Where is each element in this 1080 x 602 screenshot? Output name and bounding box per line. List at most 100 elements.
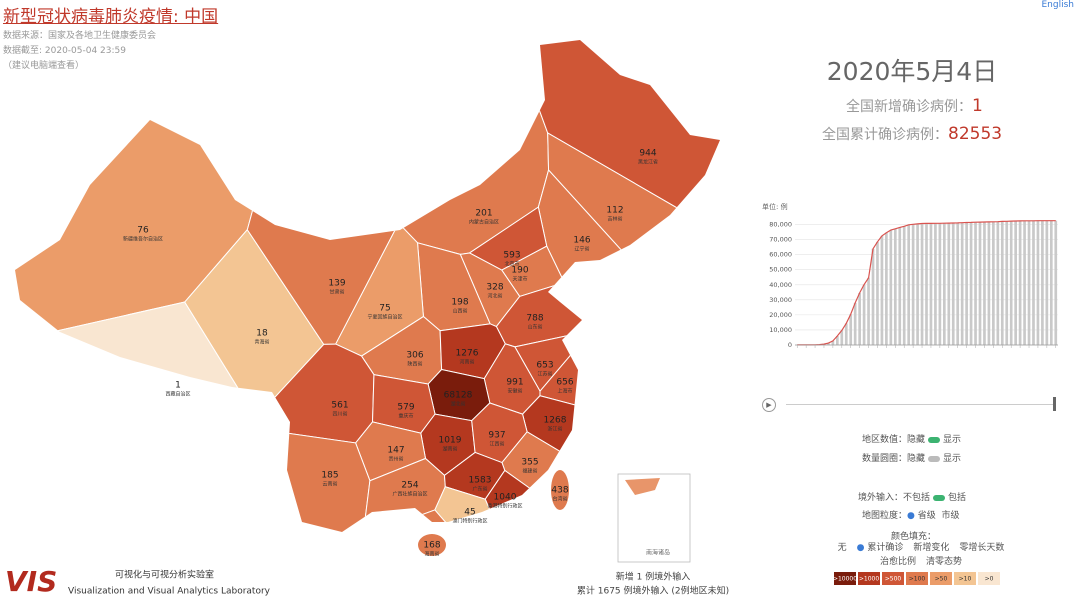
province-value: 76 <box>137 226 149 236</box>
bar <box>956 222 960 345</box>
bar <box>1054 220 1058 345</box>
toggle[interactable] <box>933 494 946 501</box>
province-value: 328 <box>486 283 503 293</box>
legend-label: >10 <box>959 576 972 583</box>
fill-option[interactable]: ● 累计确诊 <box>856 543 904 553</box>
province-name: 海南省 <box>424 551 439 558</box>
bar <box>889 230 893 345</box>
bar <box>947 223 951 345</box>
control-fill-label: 颜色填充： <box>891 532 937 542</box>
province <box>301 40 550 255</box>
province-value: 579 <box>397 403 414 413</box>
bar <box>1027 220 1031 345</box>
bar <box>996 221 1000 345</box>
lab-logo: VIS 可视化与可视分析实验室 Visualization and Visual… <box>5 565 271 598</box>
bar <box>1000 221 1004 345</box>
legend-label: >0 <box>985 576 994 583</box>
bar <box>849 314 853 345</box>
control-label: 地区数值： <box>862 435 908 445</box>
bar <box>871 248 875 345</box>
province <box>484 469 547 556</box>
province-name: 青海省 <box>254 339 269 346</box>
province-value: 139 <box>328 279 345 289</box>
bar <box>858 292 861 345</box>
option[interactable]: 隐藏 <box>907 435 926 445</box>
page-title: 新型冠状病毒肺炎疫情: 中国 <box>3 7 219 27</box>
province-value: 593 <box>503 251 520 261</box>
province-value: 561 <box>331 401 348 411</box>
province-value: 168 <box>423 541 440 551</box>
option[interactable]: 隐藏 <box>907 454 926 464</box>
option[interactable]: 市级 <box>941 511 960 521</box>
province-name: 河南省 <box>459 359 474 366</box>
fill-option[interactable]: 新增变化 <box>913 543 950 553</box>
footer-new: 新增 1 例境外输入 <box>616 571 690 583</box>
bar <box>929 223 933 345</box>
bar <box>1018 220 1022 345</box>
new-value: 1 <box>972 96 983 116</box>
fill-option[interactable]: 治愈比例 <box>879 557 916 567</box>
trend-line <box>797 220 1056 346</box>
lab-cn: 可视化与可视分析实验室 <box>115 569 214 581</box>
bar <box>987 221 991 345</box>
play-button[interactable]: ▶ <box>762 398 776 412</box>
lab-en: Visualization and Visual Analytics Labor… <box>68 587 271 597</box>
control-granularity: 地图粒度：● 省级 市级 <box>862 511 960 521</box>
province-name: 宁夏回族自治区 <box>367 314 402 321</box>
bar <box>938 223 942 345</box>
y-tick-label: 70,000 <box>769 236 792 244</box>
option[interactable]: 显示 <box>943 454 962 464</box>
province-name: 广西壮族自治区 <box>392 491 427 498</box>
option[interactable]: 包括 <box>948 493 967 503</box>
bar <box>902 226 906 345</box>
language-link[interactable]: English <box>1041 0 1075 10</box>
fill-option[interactable]: 零增长天数 <box>959 543 1005 553</box>
slider-handle[interactable] <box>1053 397 1056 411</box>
legend-label: >100 <box>909 576 926 583</box>
y-tick-label: 10,000 <box>769 326 792 334</box>
province-value: 1276 <box>456 349 479 359</box>
province-name: 重庆市 <box>398 413 413 420</box>
inset-land <box>625 478 660 495</box>
control-label: 地图粒度： <box>862 511 908 521</box>
province-value: 1 <box>175 381 181 391</box>
bar <box>934 223 937 345</box>
bar <box>885 232 888 345</box>
bar <box>1036 220 1040 345</box>
legend-swatch <box>930 572 952 585</box>
bar <box>867 277 870 345</box>
province-value: 1040 <box>494 493 517 503</box>
bar <box>1009 221 1013 345</box>
bar <box>1049 220 1053 345</box>
option[interactable]: 不包括 <box>903 493 931 503</box>
total-cases: 全国累计确诊病例：82553 <box>822 124 1002 144</box>
bar <box>942 223 946 345</box>
province-value: 254 <box>401 481 418 491</box>
province-name: 湖南省 <box>442 446 457 453</box>
province-name: 河北省 <box>487 293 502 300</box>
province-value: 68128 <box>444 391 473 401</box>
province-name: 广东省 <box>472 486 487 493</box>
bar <box>840 330 844 345</box>
bar <box>893 228 897 345</box>
fill-option[interactable]: 清零态势 <box>926 557 963 567</box>
fill-option[interactable]: 无 <box>837 543 847 553</box>
control-label: 数量圆圈： <box>862 454 908 464</box>
option[interactable]: 显示 <box>943 435 962 445</box>
bar <box>951 223 955 345</box>
new-cases: 全国新增确诊病例：1 <box>846 96 983 116</box>
option[interactable]: 省级 <box>917 511 936 521</box>
total-value: 82553 <box>948 124 1003 144</box>
province-value: 991 <box>506 378 523 388</box>
province-value: 788 <box>526 314 543 324</box>
province-name: 吉林省 <box>607 216 622 223</box>
province-name: 陕西省 <box>407 361 422 368</box>
bar <box>880 235 884 345</box>
toggle[interactable] <box>928 436 941 443</box>
province-name: 湖北省 <box>450 401 465 408</box>
bar <box>920 223 924 345</box>
slider-track <box>786 404 1054 405</box>
toggle[interactable] <box>928 455 941 462</box>
